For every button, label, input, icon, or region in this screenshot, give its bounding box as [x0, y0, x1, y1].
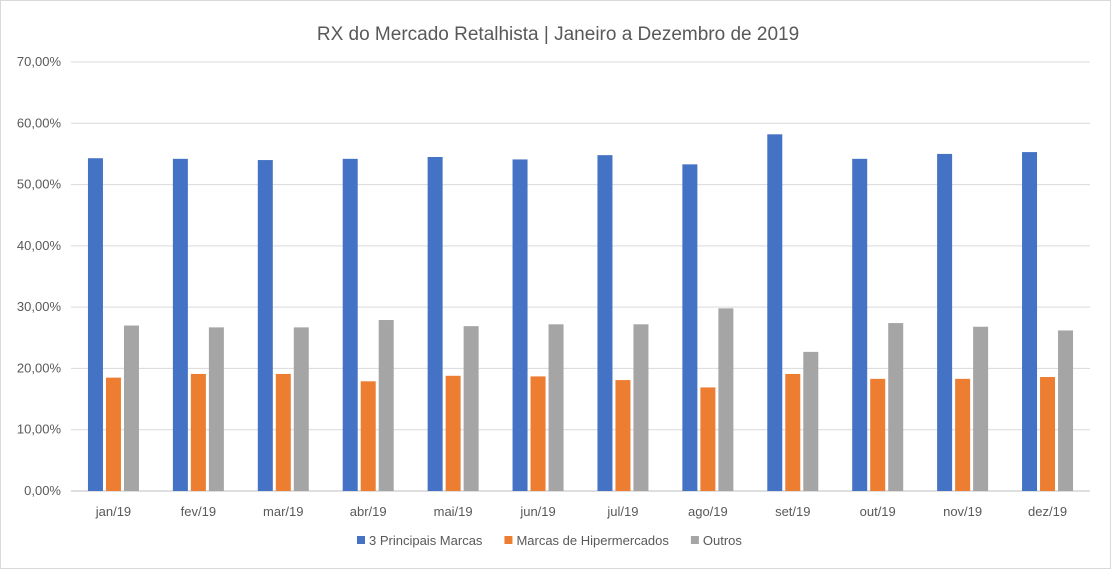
bar: [530, 376, 546, 491]
bar: [852, 158, 868, 491]
bar: [1040, 377, 1056, 491]
legend-swatch: [504, 536, 513, 544]
chart-title: RX do Mercado Retalhista | Janeiro a Dez…: [317, 24, 799, 45]
x-tick-label: nov/19: [943, 504, 982, 519]
bar: [512, 159, 528, 492]
y-tick-label: 70,00%: [17, 54, 62, 69]
bar: [105, 377, 121, 491]
bar: [937, 153, 953, 491]
y-tick-label: 20,00%: [17, 360, 62, 375]
bar: [597, 155, 613, 491]
bars: [87, 134, 1074, 492]
x-tick-label: dez/19: [1028, 504, 1067, 519]
x-axis-ticks: jan/19 fev/19 mar/19 abr/19 mai/19 jun/19 jul/…: [95, 504, 1067, 519]
bar: [803, 351, 819, 491]
bar: [700, 387, 716, 491]
gridlines: [71, 61, 1090, 492]
x-tick-label: mar/19: [263, 504, 303, 519]
x-tick-label: ago/19: [688, 504, 728, 519]
bar: [973, 326, 989, 491]
bar: [360, 381, 376, 491]
bar: [275, 373, 291, 491]
y-axis-ticks: 0,00% 10,00% 20,00% 30,00% 40,00% 50,00% 60,00…: [17, 54, 62, 498]
y-tick-label: 60,00%: [17, 115, 62, 130]
bar: [172, 158, 188, 491]
legend-label: Outros: [703, 533, 743, 548]
bar: [615, 380, 631, 491]
legend-label: Marcas de Hipermercados: [516, 533, 669, 548]
bar: [633, 324, 649, 491]
legend-label: 3 Principais Marcas: [369, 533, 483, 548]
bar: [888, 323, 904, 491]
bar: [785, 373, 801, 491]
x-tick-label: out/19: [860, 504, 896, 519]
bar: [682, 164, 698, 491]
x-tick-label: jul/19: [606, 504, 638, 519]
bar: [767, 134, 783, 491]
legend-swatch: [357, 536, 365, 544]
bar: [548, 324, 564, 491]
bar: [463, 326, 479, 491]
y-tick-label: 30,00%: [17, 299, 62, 314]
bar: [190, 373, 206, 491]
legend-swatch: [690, 536, 699, 544]
x-tick-label: set/19: [775, 504, 810, 519]
bar: [718, 308, 734, 491]
bar: [870, 378, 886, 491]
bar: [123, 325, 139, 491]
x-tick-label: fev/19: [181, 504, 216, 519]
x-tick-label: mai/19: [434, 504, 473, 519]
x-tick-label: jan/19: [95, 504, 131, 519]
y-tick-label: 50,00%: [17, 177, 62, 192]
bar: [342, 158, 358, 491]
bar: [955, 378, 971, 491]
bar: [1022, 152, 1038, 491]
bar: [257, 160, 273, 492]
bar: [445, 375, 461, 491]
bar: [87, 158, 103, 491]
legend: 3 Principais Marcas Marcas de Hipermercad…: [357, 533, 742, 548]
y-tick-label: 0,00%: [24, 483, 61, 498]
x-tick-label: abr/19: [350, 504, 387, 519]
y-tick-label: 10,00%: [17, 422, 62, 437]
bar: [427, 156, 443, 491]
bar: [293, 327, 309, 491]
x-tick-label: jun/19: [519, 504, 555, 519]
bar: [378, 320, 394, 491]
bar: [1058, 330, 1074, 491]
y-tick-label: 40,00%: [17, 238, 62, 253]
bar: [208, 327, 224, 491]
